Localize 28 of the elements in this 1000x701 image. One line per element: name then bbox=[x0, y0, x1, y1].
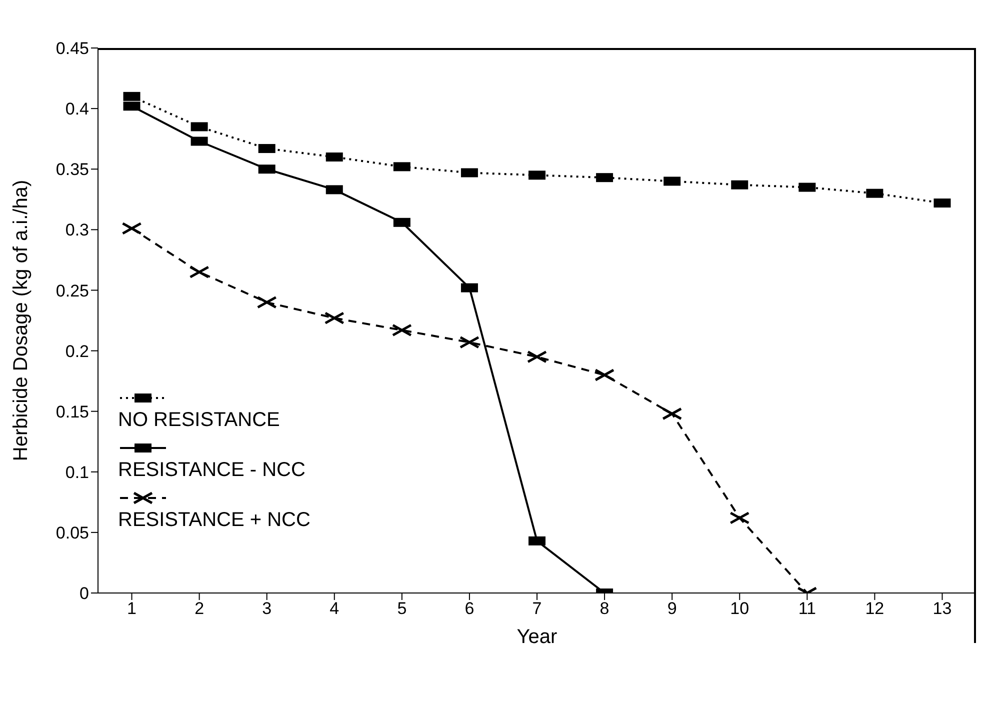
y-tick-label: 0.25 bbox=[56, 281, 89, 300]
x-tick-label: 4 bbox=[330, 599, 340, 618]
y-tick-label: 0.05 bbox=[56, 523, 89, 542]
legend-label: RESISTANCE - NCC bbox=[118, 458, 306, 482]
legend-label: RESISTANCE + NCC bbox=[118, 508, 310, 532]
y-tick-label: 0.4 bbox=[65, 100, 89, 119]
x-tick-label: 13 bbox=[932, 599, 952, 618]
x-tick-label: 11 bbox=[798, 599, 816, 618]
x-tick-label: 2 bbox=[194, 599, 204, 618]
y-tick-label: 0.3 bbox=[65, 220, 89, 240]
y-tick-label: 0.45 bbox=[56, 39, 89, 58]
x-tick-label: 9 bbox=[667, 599, 677, 618]
x-axis-title: Year bbox=[516, 626, 558, 648]
x-tick-label: 3 bbox=[262, 599, 272, 618]
x-tick-label: 10 bbox=[730, 599, 750, 618]
x-tick-label: 1 bbox=[127, 599, 137, 618]
y-tick-label: 0 bbox=[80, 584, 89, 604]
x-tick-label: 8 bbox=[600, 599, 610, 618]
y-tick-label: 0.1 bbox=[65, 462, 89, 482]
x-tick-label: 7 bbox=[532, 599, 542, 618]
y-tick-label: 0.2 bbox=[65, 342, 89, 361]
y-tick-label: 0.35 bbox=[56, 160, 89, 180]
x-tick-label: 5 bbox=[397, 599, 407, 618]
legend-label: NO RESISTANCE bbox=[118, 408, 281, 432]
y-tick-label: 0.15 bbox=[56, 402, 89, 422]
x-tick-label: 12 bbox=[865, 599, 884, 618]
y-axis-title: Herbicide Dosage (kg of a.i./ha) bbox=[10, 180, 32, 462]
x-tick-label: 6 bbox=[464, 599, 474, 618]
